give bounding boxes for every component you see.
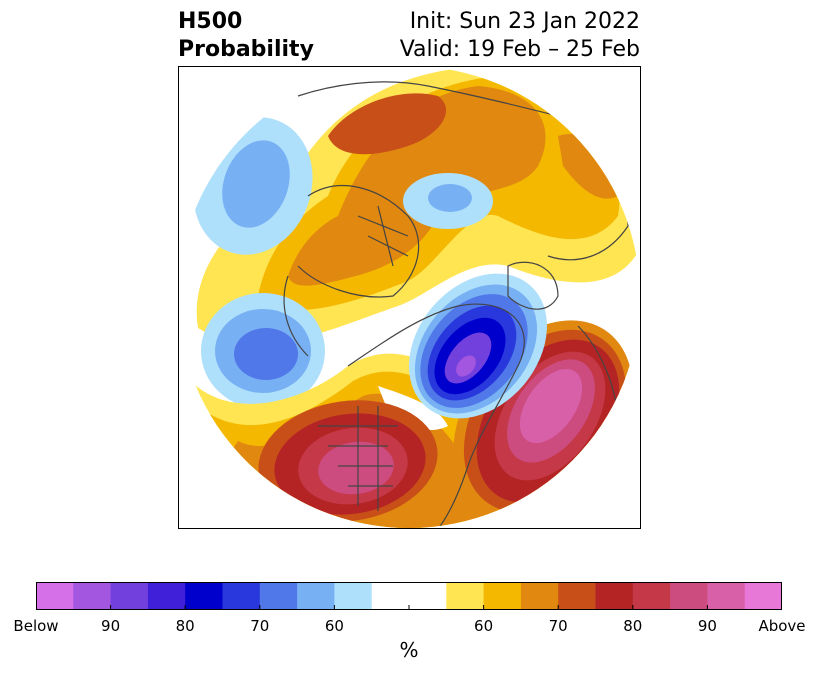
colorbar-cell bbox=[73, 582, 112, 610]
colorbar-cell bbox=[632, 582, 671, 610]
coastline-northamerica bbox=[347, 303, 525, 528]
polar-map bbox=[178, 66, 641, 529]
border-lines-europe bbox=[357, 205, 409, 267]
colorbar-cell bbox=[409, 582, 447, 610]
coastline-greenland bbox=[507, 261, 559, 310]
colorbar-cell bbox=[147, 582, 186, 610]
pacific-cold-lower-deep bbox=[234, 328, 298, 380]
colorbar-ticks bbox=[36, 605, 782, 610]
map-title: H500 Probability bbox=[178, 8, 314, 64]
colorbar-cell bbox=[371, 582, 410, 610]
colorbar-cell bbox=[483, 582, 522, 610]
colorbar-cell bbox=[744, 582, 782, 610]
title-probability: Probability bbox=[178, 37, 314, 62]
colorbar-tick-label: 80 bbox=[623, 617, 643, 635]
hudson-cold-violet bbox=[456, 355, 476, 377]
colorbar-cell bbox=[446, 582, 485, 610]
colorbar-cell bbox=[520, 582, 559, 610]
title-variable: H500 bbox=[178, 9, 243, 34]
colorbar-cell bbox=[670, 582, 708, 610]
coastline-africa bbox=[283, 275, 309, 357]
colorbar-cells bbox=[36, 582, 782, 610]
colorbar-cell bbox=[558, 582, 596, 610]
colorbar-tick-label: Above bbox=[758, 617, 806, 635]
warm-patch-east bbox=[558, 134, 618, 199]
atlantic-warm-pink bbox=[519, 368, 583, 444]
colorbar-tick-label: 60 bbox=[474, 617, 494, 635]
colorbar-cell bbox=[334, 582, 373, 610]
arctic-cold-inner bbox=[428, 184, 472, 212]
init-date: Init: Sun 23 Jan 2022 bbox=[409, 9, 640, 34]
colorbar-tick-label: 90 bbox=[101, 617, 121, 635]
colorbar-cell bbox=[185, 582, 223, 610]
colorbar-cell bbox=[110, 582, 149, 610]
warm-patch-darkorange bbox=[328, 93, 447, 155]
westus-warm-rose bbox=[318, 441, 394, 495]
pacific-cold-upper-inner bbox=[222, 140, 290, 228]
colorbar-tick-label: 70 bbox=[548, 617, 568, 635]
colorbar-tick-label: 90 bbox=[697, 617, 717, 635]
colorbar-cell bbox=[222, 582, 261, 610]
colorbar-tick-label: 80 bbox=[175, 617, 195, 635]
colorbar-tick-label: Below bbox=[13, 617, 59, 635]
colorbar-cell bbox=[595, 582, 634, 610]
colorbar-cell bbox=[36, 582, 74, 610]
coastline-europe bbox=[297, 185, 420, 298]
valid-range: Valid: 19 Feb – 25 Feb bbox=[399, 37, 640, 62]
probability-field bbox=[178, 66, 640, 528]
colorbar-cell bbox=[259, 582, 298, 610]
colorbar-cell bbox=[297, 582, 335, 610]
map-frame bbox=[178, 66, 641, 529]
south-warm-white bbox=[378, 386, 448, 431]
colorbar-cell bbox=[707, 582, 746, 610]
map-dates: Init: Sun 23 Jan 2022 Valid: 19 Feb – 25… bbox=[400, 8, 640, 64]
colorbar bbox=[36, 582, 782, 610]
colorbar-tick-label: 70 bbox=[250, 617, 270, 635]
border-lines-us bbox=[318, 406, 398, 511]
colorbar-tick-label: 60 bbox=[324, 617, 344, 635]
colorbar-unit: % bbox=[399, 638, 419, 662]
